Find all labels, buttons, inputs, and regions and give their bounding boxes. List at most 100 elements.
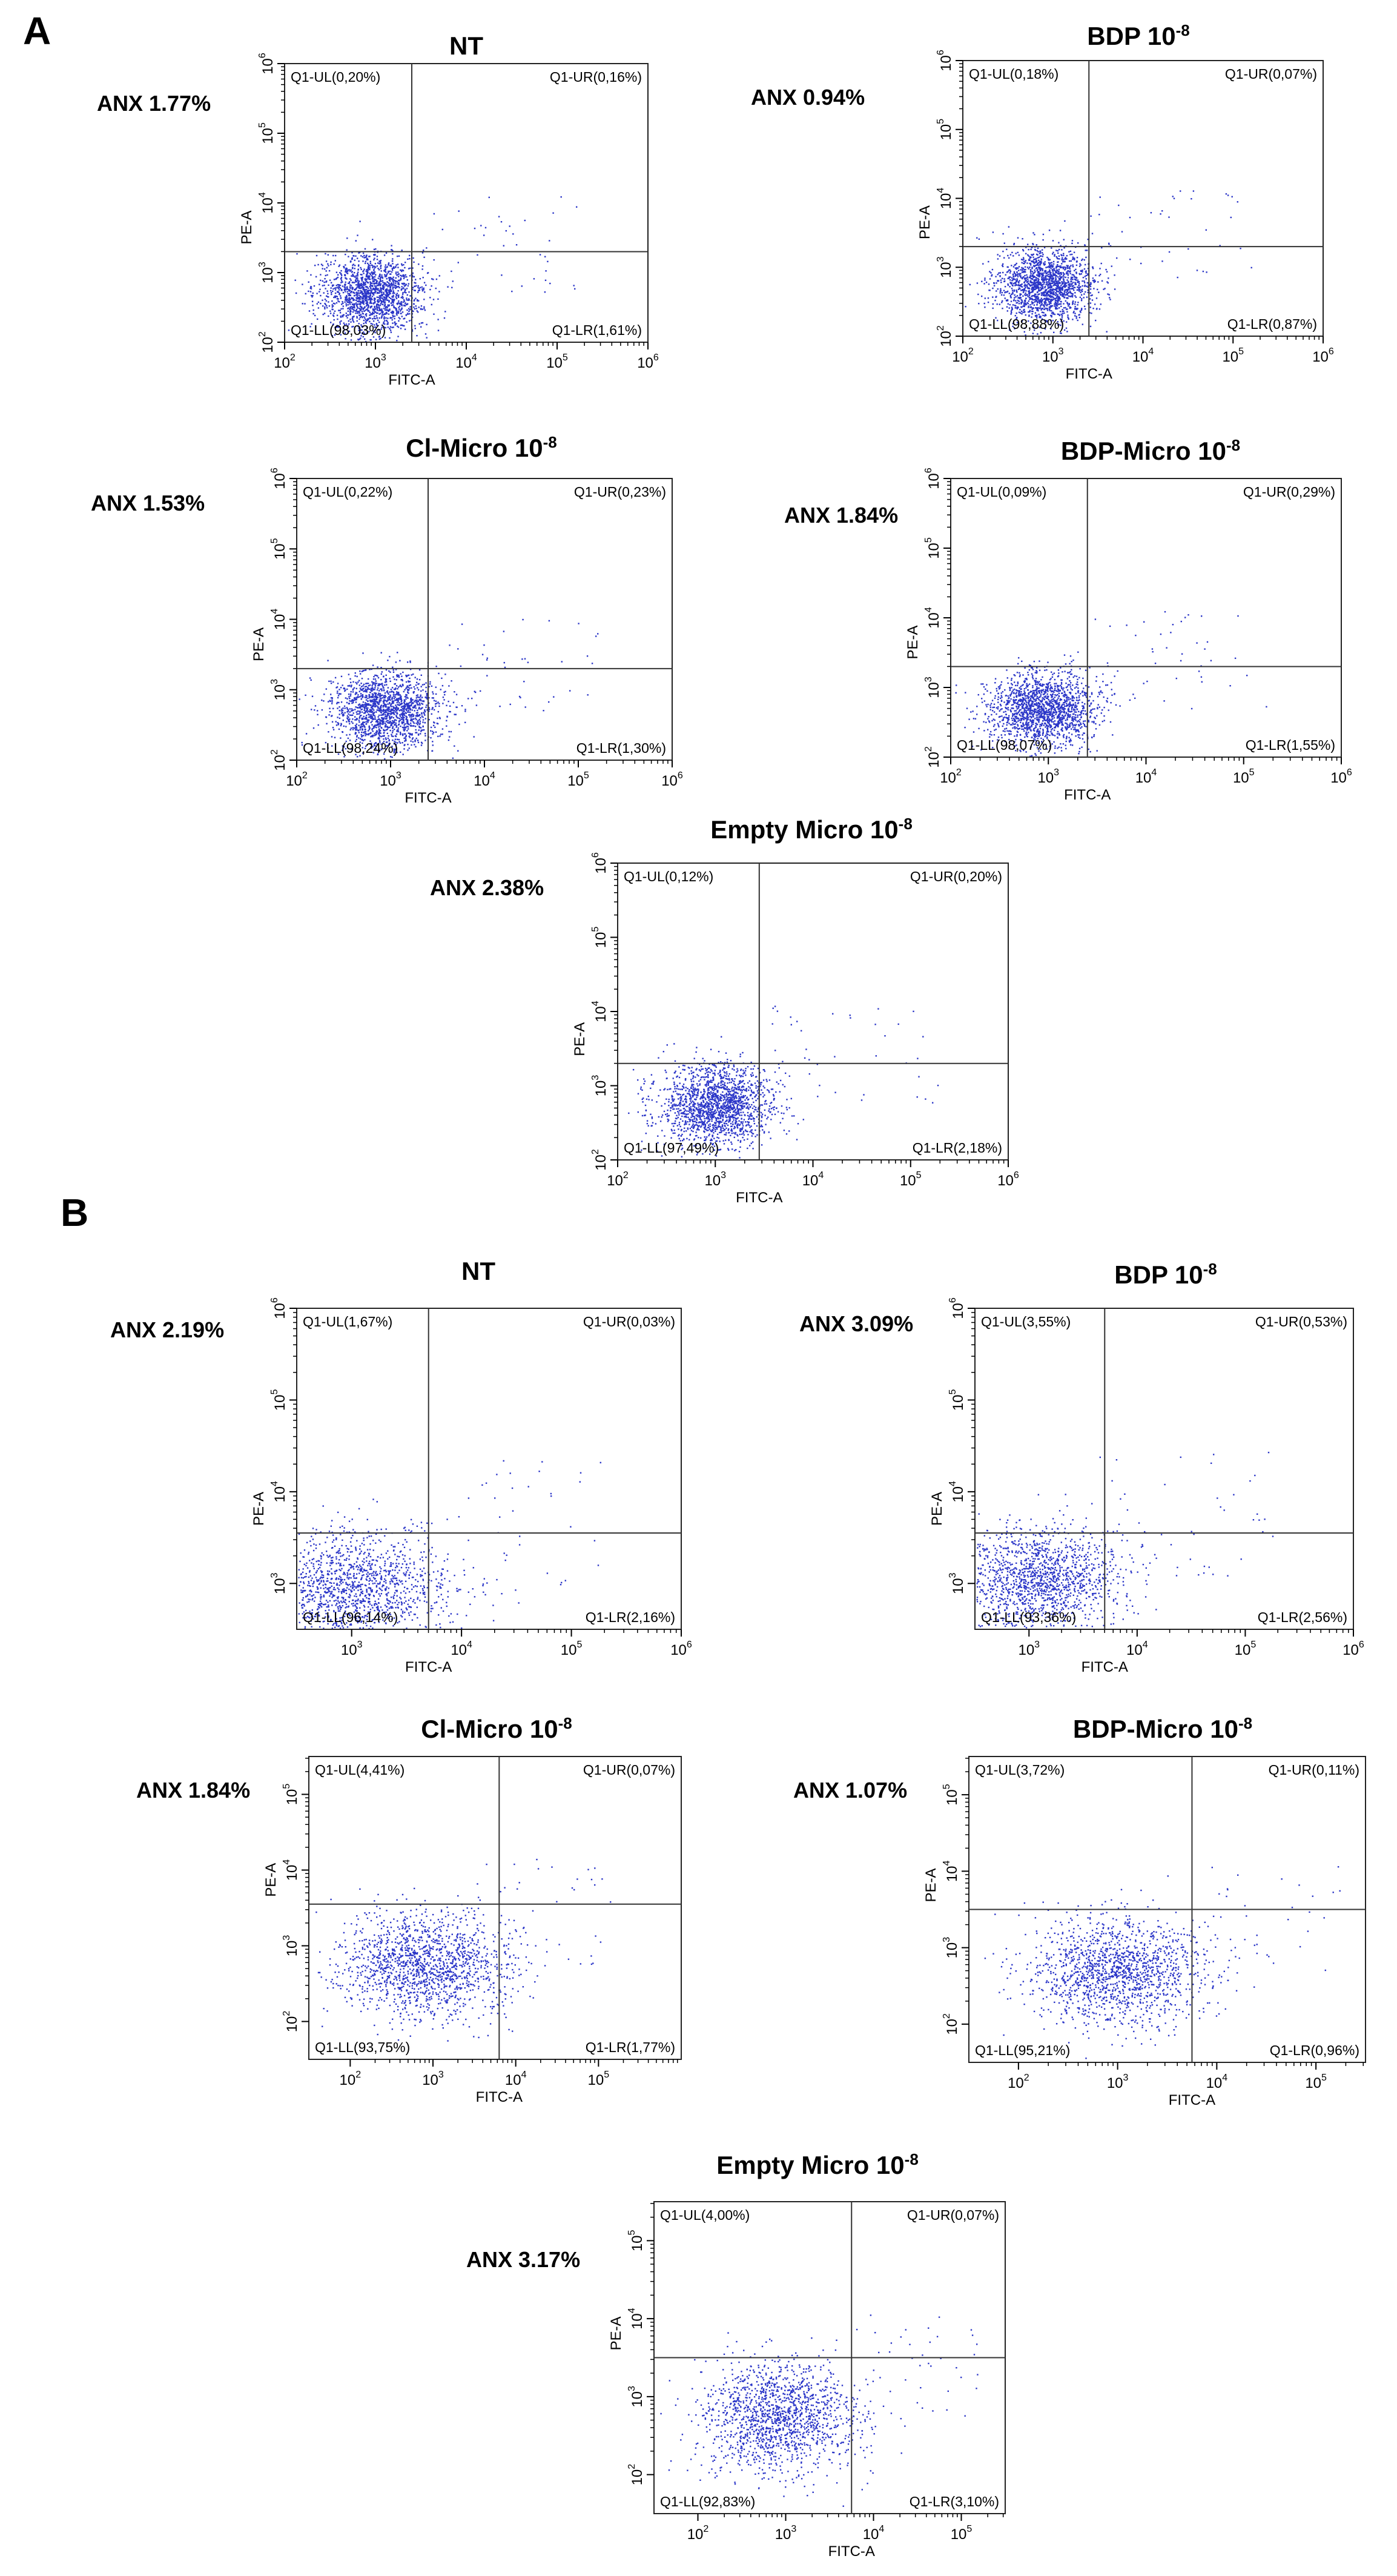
event-dot bbox=[1054, 305, 1055, 307]
event-dot bbox=[371, 716, 372, 718]
event-dot bbox=[368, 296, 370, 299]
event-dot bbox=[349, 299, 351, 301]
event-dot bbox=[1022, 267, 1025, 270]
event-dot bbox=[416, 703, 418, 704]
event-dot bbox=[424, 709, 426, 711]
event-dot bbox=[984, 279, 986, 281]
event-dot bbox=[391, 698, 393, 700]
event-dot bbox=[379, 304, 381, 306]
outlier-dot bbox=[1118, 204, 1120, 207]
event-dot bbox=[1054, 303, 1055, 305]
event-dot bbox=[362, 279, 363, 280]
event-dot bbox=[1031, 301, 1033, 303]
event-dot bbox=[350, 269, 352, 271]
event-dot bbox=[1058, 298, 1060, 300]
event-dot bbox=[364, 278, 366, 280]
event-dot bbox=[1064, 220, 1066, 222]
event-dot bbox=[352, 321, 355, 323]
event-dot bbox=[1091, 313, 1092, 314]
event-dot bbox=[1071, 293, 1072, 294]
event-dot bbox=[392, 253, 394, 255]
event-dot bbox=[343, 756, 345, 758]
event-dot bbox=[1020, 302, 1022, 303]
event-dot bbox=[1083, 293, 1085, 295]
event-dot bbox=[1058, 288, 1060, 291]
event-dot bbox=[392, 302, 394, 304]
event-dot bbox=[1060, 245, 1062, 247]
event-dot bbox=[352, 297, 354, 299]
event-dot bbox=[1042, 286, 1044, 288]
event-dot bbox=[381, 684, 383, 686]
event-dot bbox=[1022, 277, 1023, 280]
event-dot bbox=[390, 265, 392, 267]
event-dot bbox=[334, 677, 337, 679]
event-dot bbox=[345, 748, 347, 750]
event-dot bbox=[383, 313, 385, 315]
event-dot bbox=[391, 283, 393, 285]
event-dot bbox=[392, 676, 394, 678]
event-dot bbox=[385, 678, 386, 680]
event-dot bbox=[1024, 274, 1026, 277]
event-dot bbox=[380, 732, 381, 734]
event-dot bbox=[411, 288, 414, 291]
event-dot bbox=[374, 279, 376, 281]
event-dot bbox=[413, 725, 415, 727]
event-dot bbox=[385, 704, 387, 706]
event-dot bbox=[362, 298, 363, 300]
event-dot bbox=[1007, 271, 1009, 273]
event-dot bbox=[1058, 242, 1060, 243]
event-dot bbox=[1017, 306, 1019, 308]
event-dot bbox=[354, 259, 355, 261]
event-dot bbox=[1035, 299, 1037, 301]
event-dot bbox=[378, 295, 380, 297]
event-dot bbox=[1009, 286, 1011, 288]
event-dot bbox=[409, 684, 412, 686]
event-dot bbox=[365, 686, 368, 687]
event-dot bbox=[368, 710, 370, 712]
event-dot bbox=[1051, 276, 1052, 277]
event-dot bbox=[995, 317, 997, 319]
event-dot bbox=[1074, 283, 1076, 285]
event-dot bbox=[1029, 299, 1031, 300]
event-dot bbox=[401, 288, 403, 290]
event-dot bbox=[1032, 307, 1034, 310]
event-dot bbox=[397, 699, 400, 701]
event-dot bbox=[345, 268, 346, 270]
event-dot bbox=[399, 715, 401, 717]
event-dot bbox=[1072, 257, 1074, 260]
event-dot bbox=[417, 709, 418, 712]
event-dot bbox=[417, 740, 419, 741]
event-dot bbox=[400, 695, 402, 697]
event-dot bbox=[387, 712, 389, 714]
event-dot bbox=[373, 317, 375, 319]
event-dot bbox=[1031, 299, 1034, 300]
event-dot bbox=[378, 282, 380, 283]
event-dot bbox=[1031, 275, 1033, 277]
event-dot bbox=[392, 280, 394, 282]
event-dot bbox=[391, 701, 394, 703]
event-dot bbox=[372, 293, 374, 294]
event-dot bbox=[353, 303, 355, 305]
event-dot bbox=[371, 727, 374, 730]
event-dot bbox=[1025, 279, 1027, 281]
event-dot bbox=[351, 303, 354, 305]
event-dot bbox=[1068, 282, 1069, 283]
event-dot bbox=[379, 735, 381, 737]
event-dot bbox=[386, 295, 388, 297]
event-dot bbox=[1016, 267, 1018, 269]
event-dot bbox=[343, 330, 345, 332]
event-dot bbox=[392, 669, 394, 671]
event-dot bbox=[1040, 262, 1042, 263]
event-dot bbox=[1054, 282, 1055, 283]
event-dot bbox=[394, 317, 395, 320]
event-dot bbox=[351, 286, 353, 288]
event-dot bbox=[369, 704, 371, 706]
event-dot bbox=[1042, 281, 1044, 283]
event-dot bbox=[401, 680, 403, 681]
event-dot bbox=[413, 261, 415, 263]
event-dot bbox=[1003, 242, 1005, 244]
event-dot bbox=[330, 263, 332, 265]
event-dot bbox=[331, 284, 334, 286]
event-dot bbox=[1041, 252, 1043, 254]
event-dot bbox=[1065, 300, 1066, 302]
